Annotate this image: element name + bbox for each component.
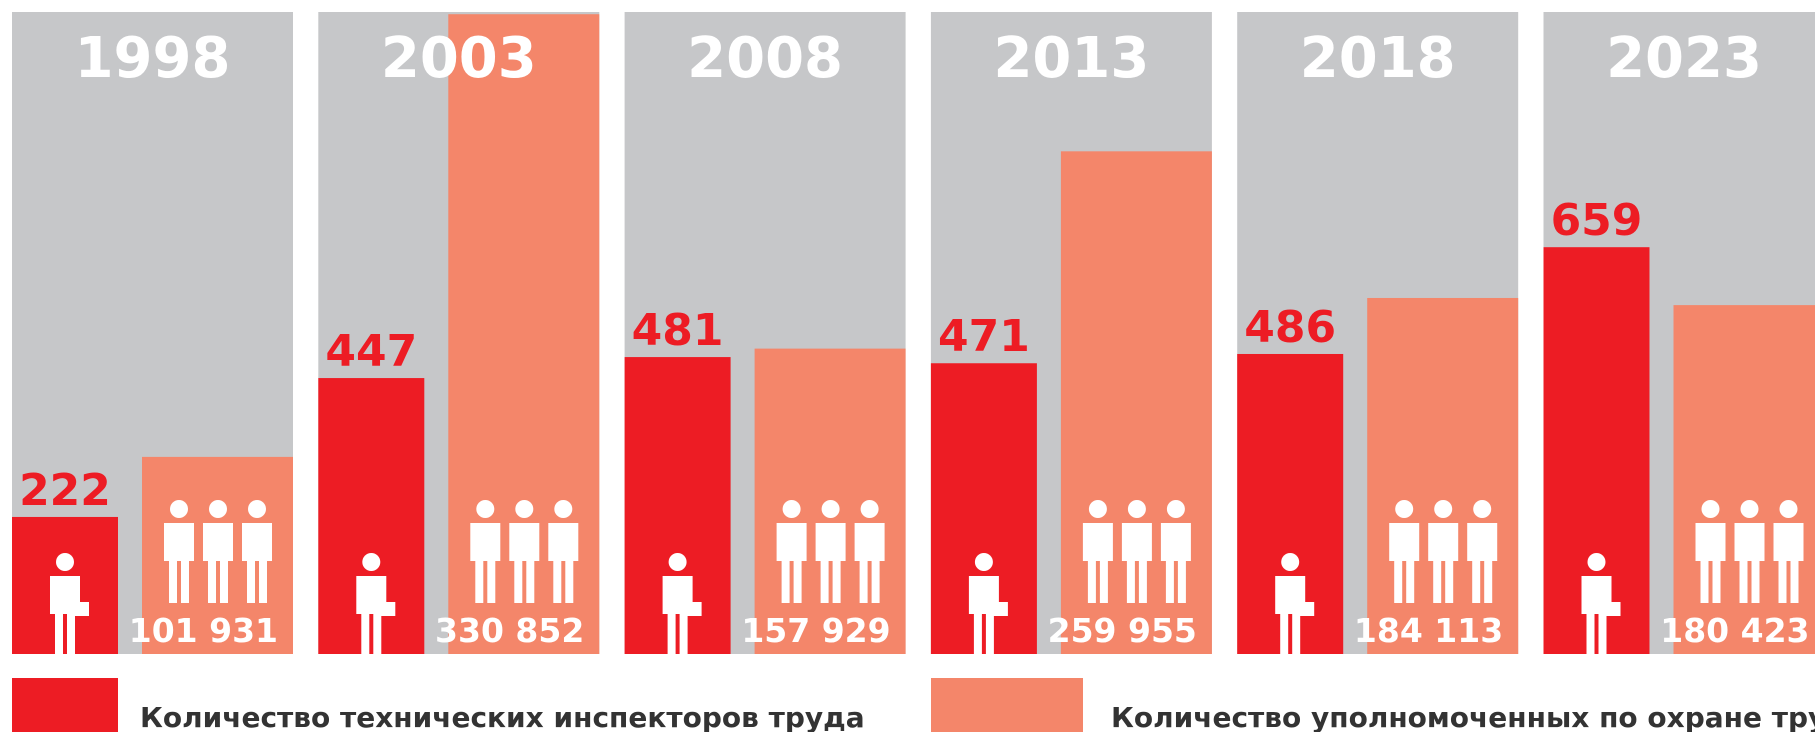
bar xyxy=(1367,297,1519,654)
data-label: 101 931 xyxy=(129,611,278,650)
legend: Количество технических инспекторов труда… xyxy=(12,678,1815,732)
legend-label: Количество уполномоченных по охране труд… xyxy=(1111,701,1815,732)
data-label: 330 852 xyxy=(435,611,584,650)
data-label: 486 xyxy=(1244,302,1336,353)
data-label: 222 xyxy=(19,465,111,516)
year-label: 2018 xyxy=(1300,26,1456,91)
year-label: 2023 xyxy=(1606,26,1762,91)
data-label: 481 xyxy=(632,305,724,356)
year-label: 1998 xyxy=(75,26,231,91)
data-label: 180 423 xyxy=(1660,611,1809,650)
data-label: 157 929 xyxy=(741,611,890,650)
legend-swatch xyxy=(931,678,1083,732)
data-label: 184 113 xyxy=(1354,611,1503,650)
legend-label: Количество технических инспекторов труда xyxy=(140,701,865,732)
legend-swatch xyxy=(12,678,118,732)
year-label: 2008 xyxy=(687,26,843,91)
year-label: 2003 xyxy=(381,26,537,91)
bar xyxy=(1060,151,1212,655)
plot-area: 1998 222 101 931 2003 447 330 852 2008 481 157 9… xyxy=(12,12,1815,656)
data-label: 659 xyxy=(1551,195,1643,246)
data-label: 259 955 xyxy=(1048,611,1197,650)
year-label: 2013 xyxy=(993,26,1149,91)
data-label: 471 xyxy=(938,311,1030,362)
data-label: 447 xyxy=(325,326,417,377)
